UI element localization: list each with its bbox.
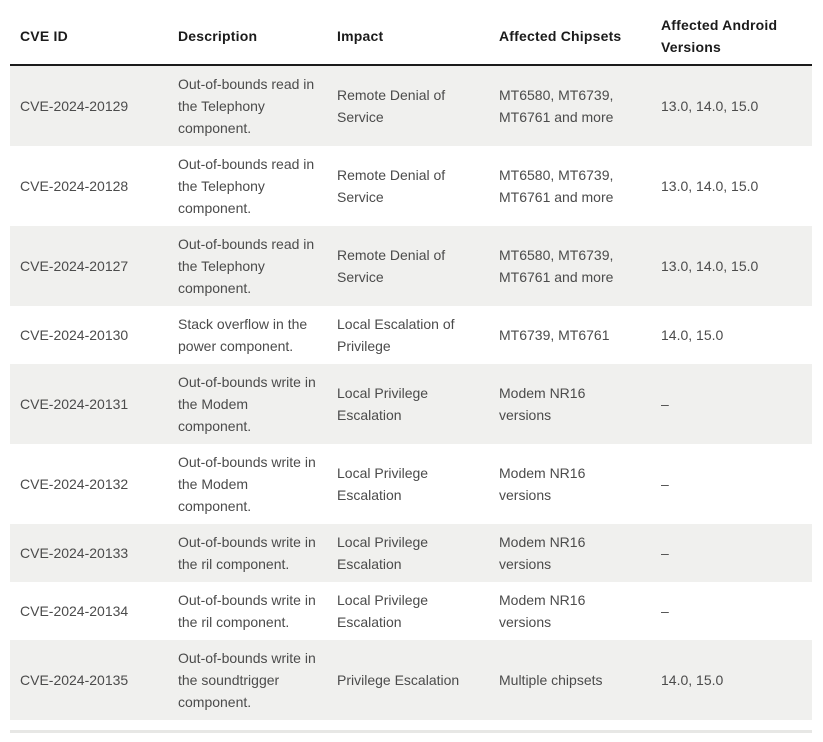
column-header-description: Description: [168, 8, 327, 66]
cell-description: Out-of-bounds write in the ril component…: [178, 534, 316, 572]
cell-impact: Local Privilege Escalation: [337, 465, 429, 503]
table-row: CVE-2024-20128 Out-of-bounds read in the…: [10, 146, 812, 226]
cell-cve-id: CVE-2024-20132: [20, 476, 129, 492]
cell-chipsets: Multiple chipsets: [499, 672, 603, 688]
cell-cve-id: CVE-2024-20127: [20, 258, 129, 274]
cell-versions: –: [661, 603, 669, 619]
cell-cve-id: CVE-2024-20135: [20, 672, 129, 688]
cell-impact: Local Privilege Escalation: [337, 385, 429, 423]
cell-versions: –: [661, 545, 669, 561]
cell-description: Out-of-bounds read in the Telephony comp…: [178, 236, 315, 296]
cell-chipsets: Modem NR16 versions: [499, 534, 586, 572]
cell-cve-id: CVE-2024-20131: [20, 396, 129, 412]
cell-impact: Local Privilege Escalation: [337, 592, 429, 630]
cell-versions: 13.0, 14.0, 15.0: [661, 258, 759, 274]
cell-description: Out-of-bounds read in the Telephony comp…: [178, 156, 315, 216]
cell-chipsets: MT6580, MT6739, MT6761 and more: [499, 247, 614, 285]
cell-chipsets: MT6580, MT6739, MT6761 and more: [499, 167, 614, 205]
column-header-versions: Affected Android Versions: [651, 8, 812, 66]
column-header-cve-id: CVE ID: [10, 8, 168, 66]
cell-versions: 14.0, 15.0: [661, 327, 724, 343]
cell-description: Out-of-bounds write in the ril component…: [178, 592, 316, 630]
cell-impact: Local Privilege Escalation: [337, 534, 429, 572]
table-row: CVE-2024-20130 Stack overflow in the pow…: [10, 306, 812, 364]
table-row: CVE-2024-20134 Out-of-bounds write in th…: [10, 582, 812, 640]
cell-chipsets: Modem NR16 versions: [499, 465, 586, 503]
cell-description: Stack overflow in the power component.: [178, 316, 308, 354]
cell-cve-id: CVE-2024-20128: [20, 178, 129, 194]
cell-impact: Privilege Escalation: [337, 672, 460, 688]
cell-description: Out-of-bounds write in the Modem compone…: [178, 454, 316, 514]
cell-chipsets: Modem NR16 versions: [499, 592, 586, 630]
table-row: CVE-2024-20129 Out-of-bounds read in the…: [10, 65, 812, 146]
cell-versions: –: [661, 396, 669, 412]
cell-description: Out-of-bounds write in the Modem compone…: [178, 374, 316, 434]
cve-table: CVE ID Description Impact Affected Chips…: [10, 8, 812, 720]
cell-description: Out-of-bounds write in the soundtrigger …: [178, 650, 316, 710]
table-row: CVE-2024-20127 Out-of-bounds read in the…: [10, 226, 812, 306]
table-row: CVE-2024-20132 Out-of-bounds write in th…: [10, 444, 812, 524]
cell-versions: 13.0, 14.0, 15.0: [661, 178, 759, 194]
column-header-impact: Impact: [327, 8, 489, 66]
cell-versions: 13.0, 14.0, 15.0: [661, 98, 759, 114]
cell-versions: –: [661, 476, 669, 492]
cell-impact: Remote Denial of Service: [337, 87, 446, 125]
next-row-sliver: [10, 730, 812, 733]
cell-cve-id: CVE-2024-20133: [20, 545, 129, 561]
cell-cve-id: CVE-2024-20129: [20, 98, 129, 114]
cell-impact: Remote Denial of Service: [337, 247, 446, 285]
cell-chipsets: Modem NR16 versions: [499, 385, 586, 423]
cell-cve-id: CVE-2024-20130: [20, 327, 129, 343]
cell-chipsets: MT6580, MT6739, MT6761 and more: [499, 87, 614, 125]
header-row: CVE ID Description Impact Affected Chips…: [10, 8, 812, 66]
cell-chipsets: MT6739, MT6761: [499, 327, 610, 343]
cell-description: Out-of-bounds read in the Telephony comp…: [178, 76, 315, 136]
cell-impact: Local Escalation of Privilege: [337, 316, 455, 354]
table-row: CVE-2024-20131 Out-of-bounds write in th…: [10, 364, 812, 444]
table-row: CVE-2024-20133 Out-of-bounds write in th…: [10, 524, 812, 582]
cell-impact: Remote Denial of Service: [337, 167, 446, 205]
cve-table-body: CVE-2024-20129 Out-of-bounds read in the…: [10, 65, 812, 720]
column-header-chipsets: Affected Chipsets: [489, 8, 651, 66]
cell-cve-id: CVE-2024-20134: [20, 603, 129, 619]
table-row: CVE-2024-20135 Out-of-bounds write in th…: [10, 640, 812, 720]
cell-versions: 14.0, 15.0: [661, 672, 724, 688]
